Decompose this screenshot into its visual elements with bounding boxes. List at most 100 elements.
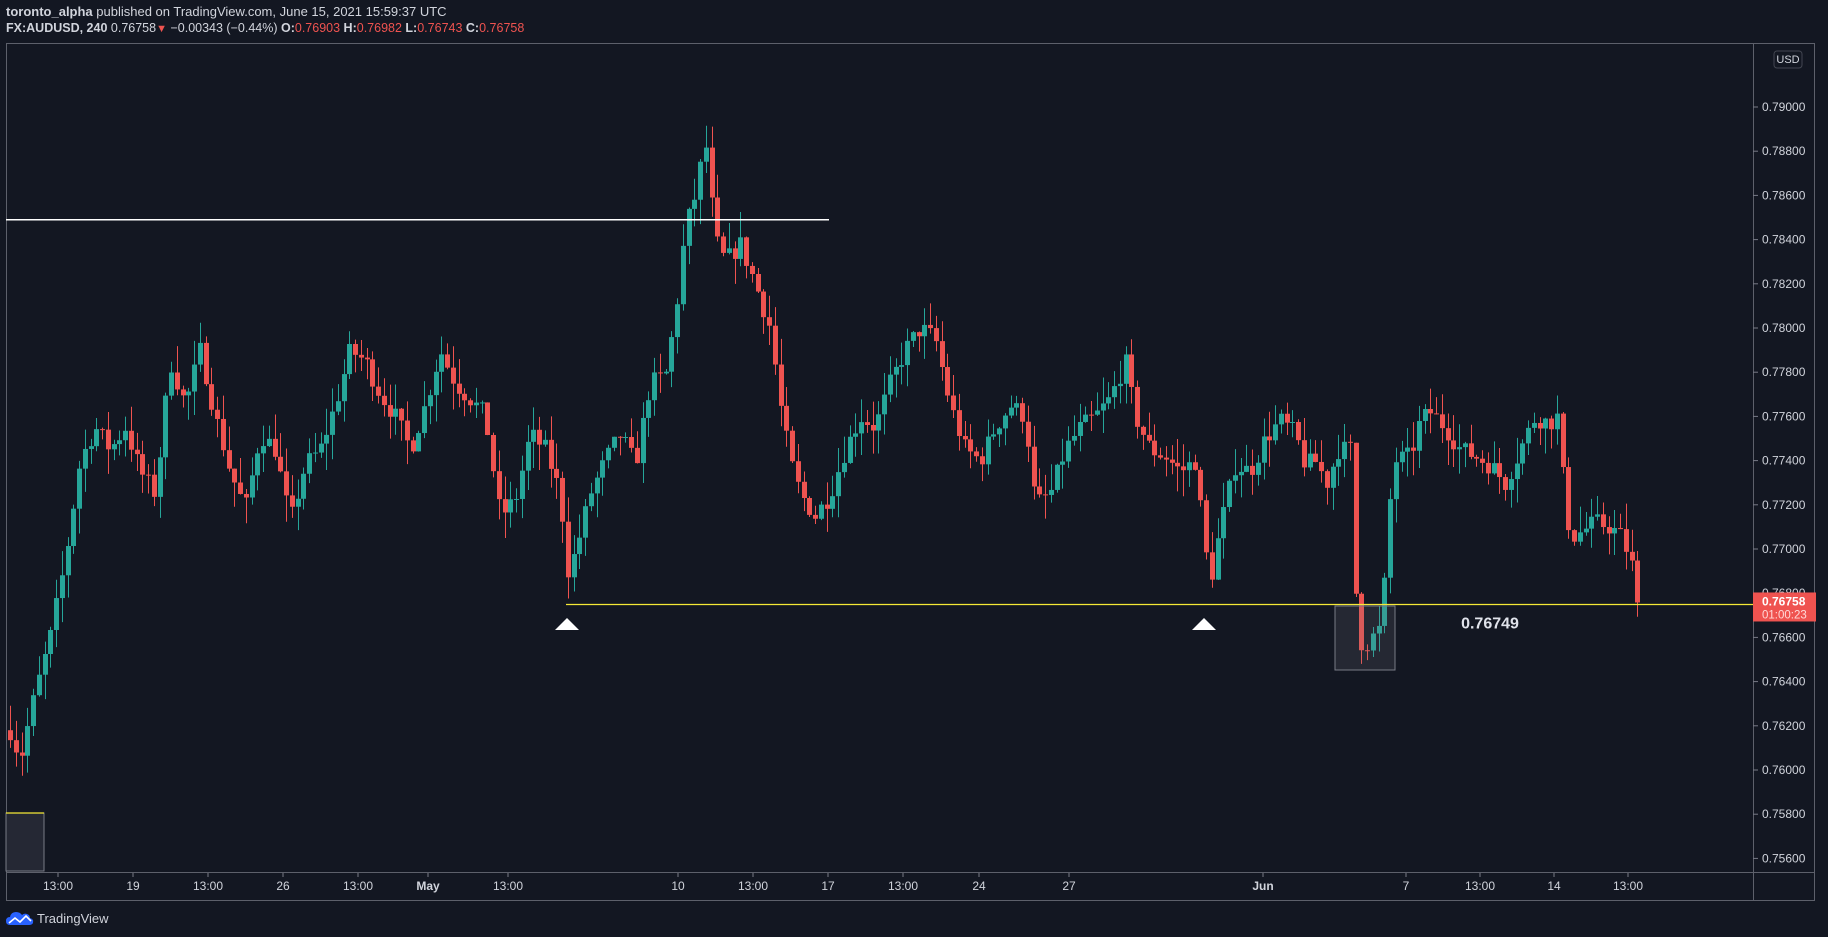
candle-body xyxy=(244,493,249,498)
price-tick-label: 0.77200 xyxy=(1762,498,1806,512)
candle-body xyxy=(928,324,933,329)
candle-body xyxy=(1515,463,1520,480)
candle-body xyxy=(1388,499,1393,578)
candle-body xyxy=(894,366,899,375)
candle-body xyxy=(1112,386,1117,398)
candle-body xyxy=(1532,422,1537,428)
time-axis[interactable]: 13:00 19 13:00 26 13:00 May 13:00 10 13:00 17 13:0… xyxy=(6,872,1815,894)
candle-body xyxy=(1359,593,1364,651)
candle-body xyxy=(1371,633,1376,651)
candle-body xyxy=(1509,479,1514,490)
candle-body xyxy=(100,429,105,431)
price-axis[interactable]: 0.79000 0.78800 0.78600 0.78400 0.78200 0.780… xyxy=(1753,43,1816,901)
low-label: L: xyxy=(405,21,418,35)
candle-body xyxy=(152,474,157,497)
candle-body xyxy=(1032,446,1037,487)
left-rectangle-drawing[interactable] xyxy=(5,812,45,872)
price-tick-label: 0.78400 xyxy=(1762,233,1806,247)
candle-body xyxy=(796,461,801,482)
arrow-up-icon[interactable] xyxy=(555,618,579,630)
candle-body xyxy=(1210,552,1215,580)
chart-frame xyxy=(6,43,1815,901)
down-arrow-icon: ▼ xyxy=(156,23,167,35)
arrow-up-icon[interactable] xyxy=(1192,618,1216,630)
candle-body xyxy=(945,367,950,396)
price-tick-label: 0.78200 xyxy=(1762,277,1806,291)
candle-body xyxy=(658,372,663,374)
candle-body xyxy=(1020,403,1025,422)
candle-body xyxy=(583,506,588,538)
candle-body xyxy=(221,418,226,451)
candle-body xyxy=(922,324,927,337)
candle-body xyxy=(1055,464,1060,490)
candle-body xyxy=(1279,413,1284,425)
candle-body xyxy=(307,453,312,474)
candle-body xyxy=(411,440,416,452)
highlight-rectangle[interactable] xyxy=(1334,605,1396,671)
candle-body xyxy=(393,408,398,417)
candle-body xyxy=(1239,471,1244,476)
candle-body xyxy=(198,342,203,365)
candle-body xyxy=(1365,650,1370,652)
candle-body xyxy=(1170,459,1175,463)
candle-body xyxy=(738,237,743,259)
candle-body xyxy=(347,343,352,375)
candle-body xyxy=(687,208,692,246)
candle-body xyxy=(733,248,738,259)
candle-body xyxy=(531,429,536,442)
candle-body xyxy=(158,457,163,497)
candle-body xyxy=(1555,413,1560,430)
candle-body xyxy=(756,273,761,292)
candle-body xyxy=(1296,422,1301,441)
tradingview-branding[interactable]: TradingView xyxy=(6,910,109,926)
candle-body xyxy=(1262,436,1267,463)
candle-body xyxy=(1434,413,1439,415)
candle-body xyxy=(1382,577,1387,626)
candle-body xyxy=(428,395,433,407)
candle-body xyxy=(710,147,715,198)
candle-body xyxy=(1474,456,1479,459)
candle-body xyxy=(1503,477,1508,490)
candle-body xyxy=(1595,514,1600,517)
candle-body xyxy=(1267,436,1272,441)
candle-body xyxy=(704,147,709,162)
price-tick-label: 0.75600 xyxy=(1762,851,1806,865)
candle-body xyxy=(8,730,13,741)
candle-body xyxy=(129,430,134,450)
candle-body xyxy=(1285,413,1290,423)
candle-body xyxy=(1118,383,1123,387)
candle-body xyxy=(209,384,214,410)
candle-body xyxy=(1147,434,1152,441)
candle-body xyxy=(554,468,559,478)
candle-body xyxy=(991,434,996,437)
candle-body xyxy=(1078,421,1083,436)
last-price-value: 0.76758 xyxy=(1762,594,1806,608)
candle-body xyxy=(974,451,979,457)
candle-body xyxy=(267,438,272,447)
candle-body xyxy=(474,402,479,406)
candle-body xyxy=(1101,403,1106,411)
symbol-label[interactable]: FX:AUDUSD, 240 xyxy=(6,21,108,35)
candle-body xyxy=(1158,455,1163,458)
candle-body xyxy=(405,420,410,441)
candle-body xyxy=(1141,426,1146,435)
candle-body xyxy=(865,422,870,425)
currency-badge[interactable] xyxy=(1773,50,1803,69)
candle-body xyxy=(526,441,531,471)
candle-body xyxy=(629,436,634,448)
high-label: H: xyxy=(343,21,357,35)
drawings[interactable]: 0.76749 xyxy=(6,218,1753,671)
candle-body xyxy=(784,405,789,431)
left-box[interactable] xyxy=(5,812,45,872)
candle-body xyxy=(606,447,611,461)
candle-body xyxy=(675,304,680,338)
candle-body xyxy=(1129,354,1134,387)
author-name[interactable]: toronto_alpha xyxy=(6,4,93,19)
low-value: 0.76743 xyxy=(417,21,463,35)
candle-body xyxy=(589,493,594,507)
candle-body xyxy=(1572,530,1577,542)
candle-body xyxy=(1394,462,1399,500)
candle-body xyxy=(169,372,174,396)
price-tick-label: 0.78000 xyxy=(1762,321,1806,335)
